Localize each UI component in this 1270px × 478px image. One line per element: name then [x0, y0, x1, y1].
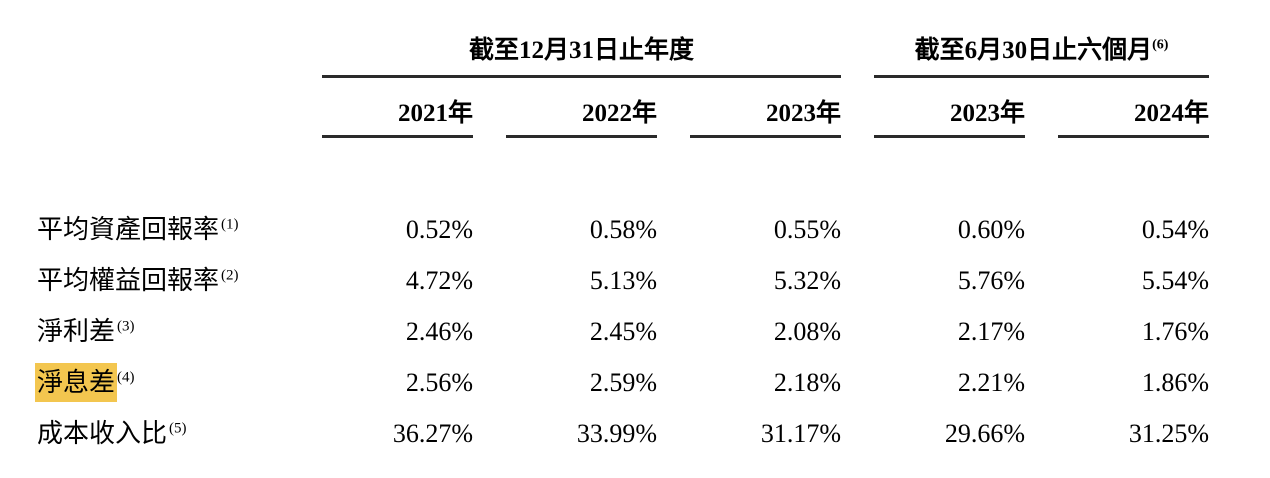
row-label: 淨利差 — [37, 317, 116, 346]
metric-value: 29.66% — [944, 419, 1025, 448]
metric-value: 0.60% — [957, 215, 1025, 244]
metric-value: 2.21% — [957, 368, 1025, 397]
row-label-cell: 平均資產回報率 (1) — [35, 204, 289, 255]
year-column-header: 2024年 — [1058, 78, 1209, 138]
metric-value: 5.76% — [957, 266, 1025, 295]
footnote-marker: (4) — [117, 369, 135, 386]
row-label: 成本收入比 — [37, 419, 168, 448]
year-column-header: 2022年 — [506, 78, 657, 138]
row-label-cell: 淨息差 (4) — [35, 357, 289, 408]
row-label-cell: 淨利差 (3) — [35, 306, 289, 357]
metric-value: 0.58% — [589, 215, 657, 244]
footnote-marker: (5) — [169, 420, 187, 437]
row-label: 平均資產回報率 — [37, 215, 220, 244]
metric-value: 2.17% — [957, 317, 1025, 346]
metric-value: 31.25% — [1128, 419, 1209, 448]
table-corner-cell — [35, 36, 289, 78]
metric-value: 2.18% — [773, 368, 841, 397]
metric-value: 31.17% — [760, 419, 841, 448]
metric-value: 2.56% — [405, 368, 473, 397]
metric-value: 2.08% — [773, 317, 841, 346]
metric-value: 36.27% — [392, 419, 473, 448]
column-group-header-annual-label: 截至12月31日止年度 — [468, 37, 694, 64]
year-column-header: 2021年 — [322, 78, 473, 138]
metric-value: 5.13% — [589, 266, 657, 295]
header-body-spacer — [35, 138, 1209, 204]
year-column-header: 2023年 — [874, 78, 1025, 138]
metric-value: 0.55% — [773, 215, 841, 244]
footnote-marker: (2) — [221, 267, 239, 284]
row-label-cell: 成本收入比 (5) — [35, 408, 289, 459]
metric-value: 2.45% — [589, 317, 657, 346]
metric-value: 5.32% — [773, 266, 841, 295]
footnote-marker: (3) — [117, 318, 135, 335]
column-group-header-interim: 截至6月30日止六個月(6) — [874, 36, 1209, 78]
metric-value: 1.76% — [1141, 317, 1209, 346]
column-group-header-interim-label: 截至6月30日止六個月 — [914, 37, 1153, 64]
metric-value: 0.52% — [405, 215, 473, 244]
metric-value: 33.99% — [576, 419, 657, 448]
row-label: 平均權益回報率 — [37, 266, 220, 295]
metric-value: 2.46% — [405, 317, 473, 346]
footnote-marker: (1) — [221, 216, 239, 233]
metric-value: 4.72% — [405, 266, 473, 295]
metric-value: 0.54% — [1141, 215, 1209, 244]
metric-value: 2.59% — [589, 368, 657, 397]
metric-value: 5.54% — [1141, 266, 1209, 295]
metric-value: 1.86% — [1141, 368, 1209, 397]
financial-ratios-table: 截至12月31日止年度 截至6月30日止六個月(6) 2021年 2022年 2… — [35, 36, 1209, 459]
column-group-header-annual: 截至12月31日止年度 — [322, 36, 841, 78]
year-column-header: 2023年 — [690, 78, 841, 138]
table-corner-cell — [35, 78, 289, 138]
row-label-cell: 平均權益回報率 (2) — [35, 255, 289, 306]
footnote-marker: (6) — [1152, 37, 1169, 53]
highlighted-term: 淨息差 — [35, 363, 118, 402]
